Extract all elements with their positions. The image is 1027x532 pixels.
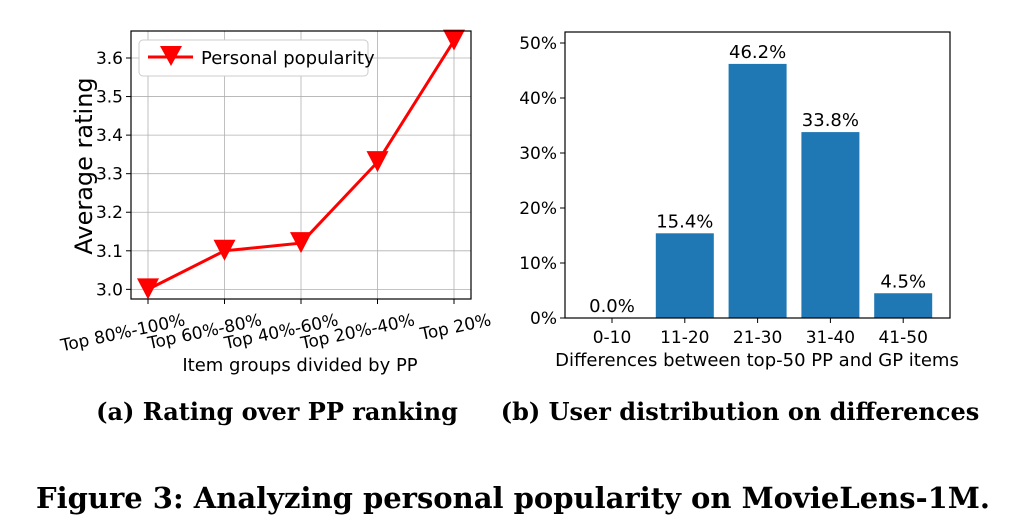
bar [655,233,714,318]
y-tick-label: 3.6 [96,49,123,69]
bar [874,293,933,318]
y-tick-label: 10% [519,254,557,274]
y-tick-label: 3.0 [96,280,123,300]
y-tick-label: 3.5 [96,88,123,108]
y-tick-label: 20% [519,199,557,219]
x-axis-ticks: Top 80%-100%Top 60%-80%Top 40%-60%Top 20… [58,299,493,356]
y-tick-label: 3.4 [96,126,123,146]
data-label: 15.4% [656,211,713,232]
x-tick-label: 41-50 [878,328,927,348]
bar [728,63,787,319]
line-chart-panel: 3.0 3.1 3.2 3.3 3.4 3.5 3.6 Top 80%-100%Top 60… [58,29,493,426]
x-axis-label: Differences between top-50 PP and GP ite… [555,350,959,371]
legend: Personal popularity [138,39,375,77]
legend-box [138,39,369,77]
y-axis-ticks: 0% 10% 20% 30% 40% 50% [519,34,565,329]
series-markers [137,29,465,300]
data-label: 4.5% [880,271,926,292]
data-point-marker [443,29,465,51]
data-label: 33.8% [802,110,859,131]
legend-marker [160,46,182,66]
y-tick-label: 30% [519,144,557,164]
bars [655,63,933,319]
data-point-marker [290,232,312,254]
subfigure-caption-a: (a) Rating over PP ranking [96,397,458,426]
x-tick-label: 0-10 [593,328,632,348]
y-axis-label: Average rating [70,77,98,254]
bar [801,132,860,318]
y-tick-label: 40% [519,89,557,109]
data-label: 46.2% [729,42,786,63]
x-tick-label: 31-40 [806,328,855,348]
y-tick-label: 3.1 [96,242,123,262]
bar-chart-panel: 0% 10% 20% 30% 40% 50% 0-10 11-20 21-30 31-40 41-… [501,31,980,426]
data-labels: 0.0% 15.4% 46.2% 33.8% 4.5% [589,42,926,317]
x-axis-ticks: 0-10 11-20 21-30 31-40 41-50 [593,318,928,348]
figure-caption: Figure 3: Analyzing personal popularity … [36,481,990,515]
data-point-marker [137,278,159,300]
data-point-marker [366,151,389,173]
plot-frame [564,31,951,319]
x-axis-label: Item groups divided by PP [182,355,417,376]
y-tick-label: 3.3 [96,165,123,185]
x-tick-label: Top 20% [418,310,493,345]
y-tick-label: 50% [519,34,557,54]
y-axis-ticks: 3.0 3.1 3.2 3.3 3.4 3.5 3.6 [96,49,131,300]
y-tick-label: 3.2 [96,203,123,223]
legend-label: Personal popularity [201,48,375,69]
plot-frame [130,30,472,300]
data-point-marker [213,239,236,261]
subfigure-caption-b: (b) User distribution on differences [501,397,980,426]
data-label: 0.0% [589,296,635,317]
y-tick-label: 0% [530,309,557,329]
x-tick-label: 21-30 [733,328,782,348]
x-tick-label: 11-20 [660,328,709,348]
